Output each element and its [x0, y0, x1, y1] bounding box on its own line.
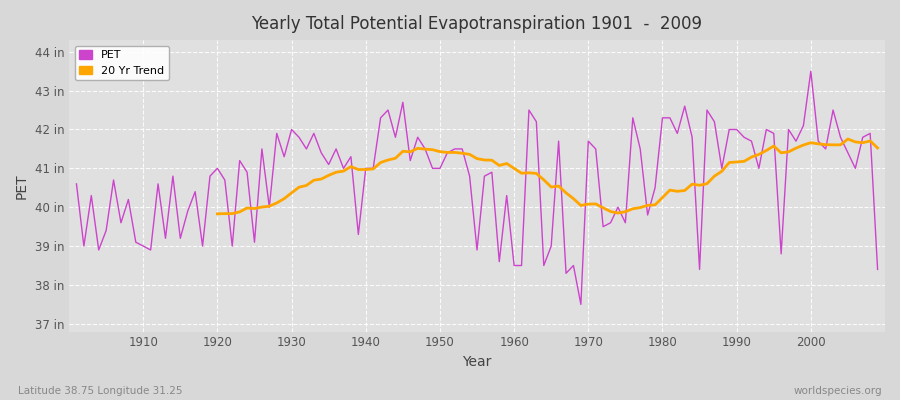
- 20 Yr Trend: [412, 146, 423, 151]
- 20 Yr Trend: [872, 146, 883, 150]
- 20 Yr Trend: [212, 212, 223, 216]
- PET: [501, 193, 512, 198]
- PET: [575, 302, 586, 307]
- PET: [605, 220, 616, 225]
- PET: [806, 69, 816, 74]
- Line: 20 Yr Trend: 20 Yr Trend: [218, 139, 877, 214]
- 20 Yr Trend: [776, 150, 787, 155]
- PET: [872, 267, 883, 272]
- Title: Yearly Total Potential Evapotranspiration 1901  -  2009: Yearly Total Potential Evapotranspiratio…: [251, 15, 703, 33]
- 20 Yr Trend: [850, 140, 860, 144]
- PET: [293, 135, 304, 140]
- 20 Yr Trend: [672, 189, 683, 194]
- PET: [130, 240, 141, 244]
- X-axis label: Year: Year: [463, 355, 491, 369]
- PET: [338, 166, 349, 171]
- Y-axis label: PET: PET: [15, 173, 29, 199]
- Text: Latitude 38.75 Longitude 31.25: Latitude 38.75 Longitude 31.25: [18, 386, 183, 396]
- Line: PET: PET: [76, 71, 878, 304]
- Text: worldspecies.org: worldspecies.org: [794, 386, 882, 396]
- Legend: PET, 20 Yr Trend: PET, 20 Yr Trend: [75, 46, 169, 80]
- 20 Yr Trend: [760, 148, 771, 153]
- PET: [71, 182, 82, 186]
- PET: [508, 263, 519, 268]
- 20 Yr Trend: [301, 183, 311, 188]
- 20 Yr Trend: [842, 137, 853, 142]
